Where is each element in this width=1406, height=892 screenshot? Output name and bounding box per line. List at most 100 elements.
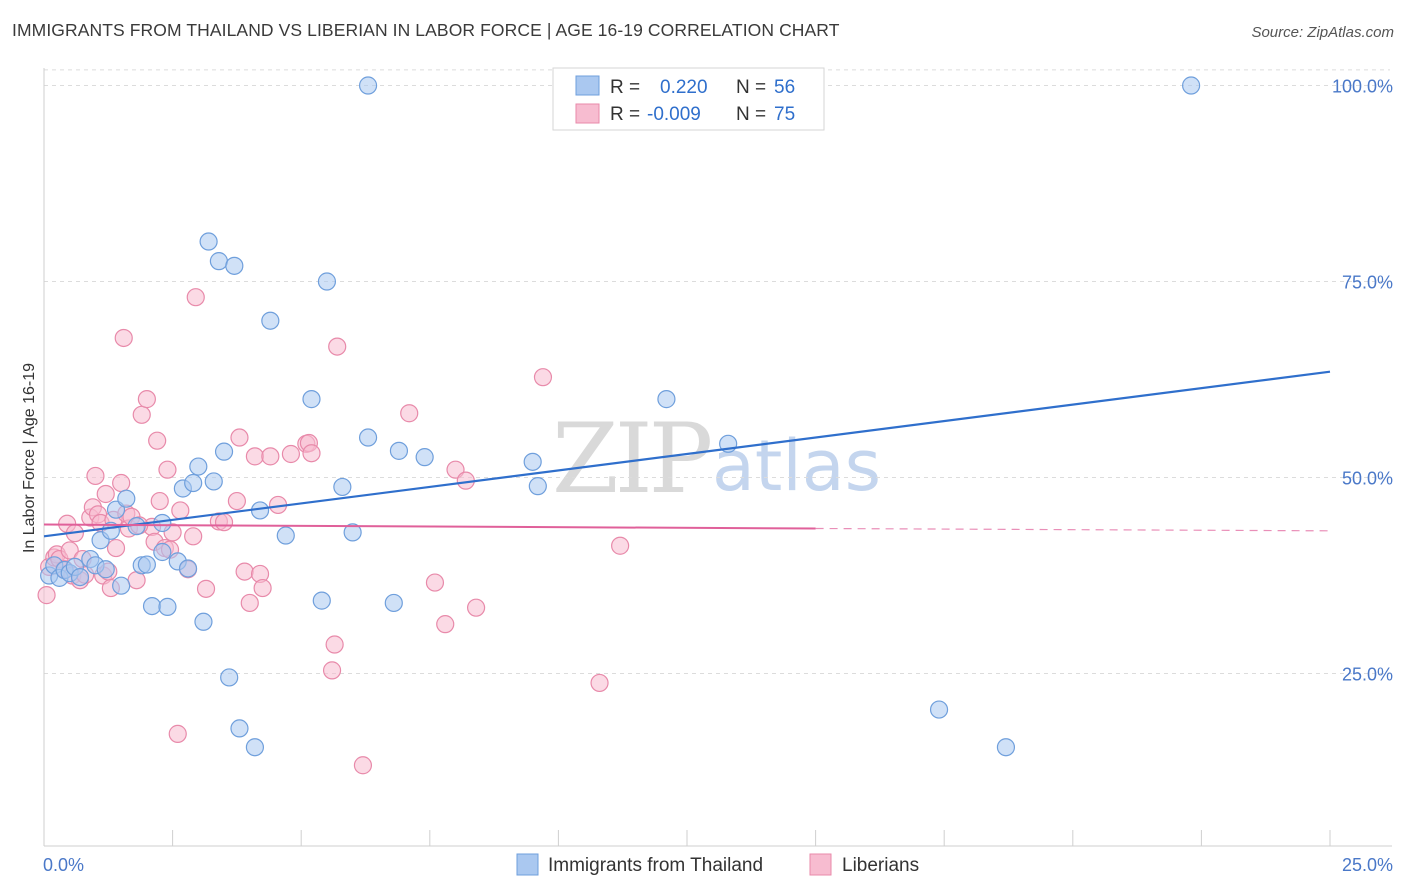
- liberians-trend-line: [43, 523, 816, 530]
- liberians-point: [230, 428, 249, 447]
- x-tick-label: 25.0%: [1342, 855, 1393, 875]
- liberians-point: [322, 661, 342, 680]
- liberians-point: [235, 562, 254, 581]
- liberians-point: [436, 615, 455, 634]
- thailand-point: [996, 738, 1016, 757]
- legend-swatch-thailand: [516, 853, 539, 876]
- liberians-point: [328, 337, 347, 356]
- y-tick-label: 75.0%: [1342, 273, 1393, 293]
- liberians-point: [37, 586, 56, 605]
- liberians-point: [60, 541, 79, 560]
- thailand-point: [302, 390, 321, 409]
- liberians-point: [245, 447, 265, 466]
- liberians-point: [150, 491, 169, 511]
- liberians-point: [261, 447, 280, 466]
- thailand-point: [204, 472, 223, 491]
- liberians-r-label: R =: [610, 104, 640, 125]
- thailand-point: [523, 452, 542, 471]
- thailand-point: [276, 526, 295, 545]
- thailand-point: [142, 596, 162, 616]
- liberians-point: [466, 598, 486, 617]
- thailand-point: [333, 477, 352, 497]
- liberians-point: [325, 635, 344, 654]
- thailand-trend-line: [43, 370, 1331, 538]
- liberians-point: [281, 444, 301, 464]
- thailand-point: [358, 428, 378, 447]
- y-tick-label: 25.0%: [1342, 665, 1393, 685]
- thailand-point: [389, 441, 409, 460]
- thailand-point: [245, 738, 265, 757]
- liberians-point: [168, 724, 187, 743]
- thailand-r-label: R =: [610, 77, 640, 98]
- liberians-point: [253, 578, 272, 598]
- liberians-point: [184, 527, 203, 546]
- liberians-point: [137, 390, 156, 409]
- liberians-trend-extension: [815, 527, 1331, 532]
- liberians-point: [214, 513, 234, 532]
- thailand-point: [184, 473, 203, 493]
- liberians-point: [158, 460, 177, 479]
- thailand-point: [178, 559, 198, 578]
- x-tick-label: 0.0%: [43, 855, 84, 875]
- watermark-atlas: atlas: [712, 425, 881, 507]
- y-tick-label: 100.0%: [1332, 77, 1393, 97]
- series-legend: Immigrants from Thailand Liberians: [516, 853, 919, 876]
- thailand-n-value: 56: [774, 77, 795, 98]
- liberians-point: [186, 288, 205, 307]
- thailand-point: [117, 489, 136, 508]
- thailand-point: [70, 567, 90, 587]
- thailand-point: [137, 555, 156, 574]
- liberians-point: [400, 404, 419, 423]
- thailand-point: [189, 457, 208, 476]
- thailand-point: [209, 252, 228, 271]
- thailand-n-label: N =: [736, 77, 766, 98]
- gridlines: [44, 69, 1390, 675]
- source-credit: Source: ZipAtlas.com: [1251, 24, 1394, 41]
- thailand-point: [343, 523, 362, 542]
- tick-labels: 25.0% 50.0% 75.0% 100.0% 0.0% 25.0%: [43, 77, 1393, 875]
- thailand-swatch: [575, 75, 600, 96]
- thailand-point: [384, 593, 403, 613]
- liberians-point: [611, 536, 630, 555]
- legend-label-liberians: Liberians: [842, 855, 919, 876]
- legend-swatch-liberians: [809, 853, 832, 876]
- stats-legend: R = 0.220 N = 56 R = -0.009 N = 75: [552, 67, 825, 131]
- thailand-r-value: 0.220: [660, 77, 708, 98]
- thailand-point: [358, 76, 378, 95]
- thailand-point: [153, 542, 172, 562]
- liberians-point: [590, 673, 609, 693]
- thailand-point: [158, 597, 177, 616]
- liberians-n-value: 75: [774, 104, 795, 125]
- y-tick-label: 50.0%: [1342, 469, 1393, 489]
- liberians-point: [112, 473, 131, 493]
- thailand-point: [112, 576, 131, 595]
- legend-label-thailand: Immigrants from Thailand: [548, 855, 763, 876]
- thailand-point: [261, 311, 280, 330]
- liberians-point: [227, 491, 246, 511]
- liberians-point: [302, 444, 321, 463]
- axes: [43, 68, 1392, 847]
- thailand-point: [96, 560, 115, 579]
- thailand-point: [1182, 76, 1201, 95]
- thailand-point: [225, 256, 244, 275]
- thailand-point: [214, 442, 234, 461]
- chart-title: IMMIGRANTS FROM THAILAND VS LIBERIAN IN …: [12, 20, 840, 40]
- liberians-point: [132, 405, 151, 424]
- liberians-point: [353, 756, 373, 775]
- liberians-point: [148, 431, 167, 450]
- thailand-point: [657, 390, 676, 409]
- liberians-point: [106, 538, 126, 558]
- liberians-swatch: [575, 103, 600, 124]
- liberians-point: [196, 579, 216, 598]
- liberians-point: [240, 593, 259, 613]
- thailand-point: [199, 232, 218, 251]
- liberians-point: [425, 573, 445, 592]
- thailand-point: [220, 668, 239, 687]
- liberians-point: [96, 484, 115, 504]
- liberians-point: [533, 368, 553, 387]
- thailand-point: [317, 272, 337, 291]
- liberians-r-value: -0.009: [647, 104, 701, 125]
- liberians-point: [86, 466, 105, 486]
- liberians-point: [114, 328, 133, 348]
